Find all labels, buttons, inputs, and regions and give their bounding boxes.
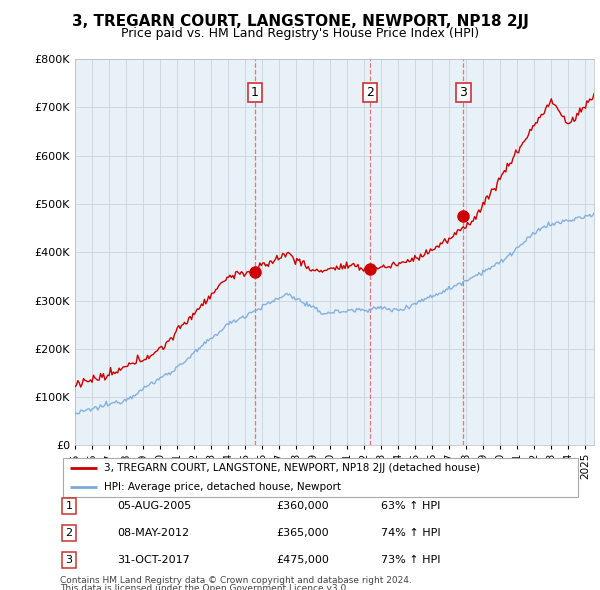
Text: 31-OCT-2017: 31-OCT-2017 (117, 555, 190, 565)
Text: 08-MAY-2012: 08-MAY-2012 (117, 528, 189, 537)
Text: 74% ↑ HPI: 74% ↑ HPI (381, 528, 440, 537)
Text: HPI: Average price, detached house, Newport: HPI: Average price, detached house, Newp… (104, 482, 341, 492)
Text: 1: 1 (251, 86, 259, 99)
Text: 3, TREGARN COURT, LANGSTONE, NEWPORT, NP18 2JJ (detached house): 3, TREGARN COURT, LANGSTONE, NEWPORT, NP… (104, 463, 481, 473)
Text: 3: 3 (460, 86, 467, 99)
FancyBboxPatch shape (62, 458, 578, 497)
Text: £365,000: £365,000 (276, 528, 329, 537)
Text: 73% ↑ HPI: 73% ↑ HPI (381, 555, 440, 565)
Text: 63% ↑ HPI: 63% ↑ HPI (381, 501, 440, 510)
Text: 05-AUG-2005: 05-AUG-2005 (117, 501, 191, 510)
Text: This data is licensed under the Open Government Licence v3.0.: This data is licensed under the Open Gov… (60, 584, 349, 590)
Text: 2: 2 (366, 86, 374, 99)
Text: £475,000: £475,000 (276, 555, 329, 565)
Text: 2: 2 (65, 528, 73, 537)
Text: £360,000: £360,000 (276, 501, 329, 510)
Text: 3, TREGARN COURT, LANGSTONE, NEWPORT, NP18 2JJ: 3, TREGARN COURT, LANGSTONE, NEWPORT, NP… (71, 14, 529, 28)
Text: Price paid vs. HM Land Registry's House Price Index (HPI): Price paid vs. HM Land Registry's House … (121, 27, 479, 40)
Text: 1: 1 (65, 501, 73, 510)
Text: 3: 3 (65, 555, 73, 565)
Text: Contains HM Land Registry data © Crown copyright and database right 2024.: Contains HM Land Registry data © Crown c… (60, 576, 412, 585)
